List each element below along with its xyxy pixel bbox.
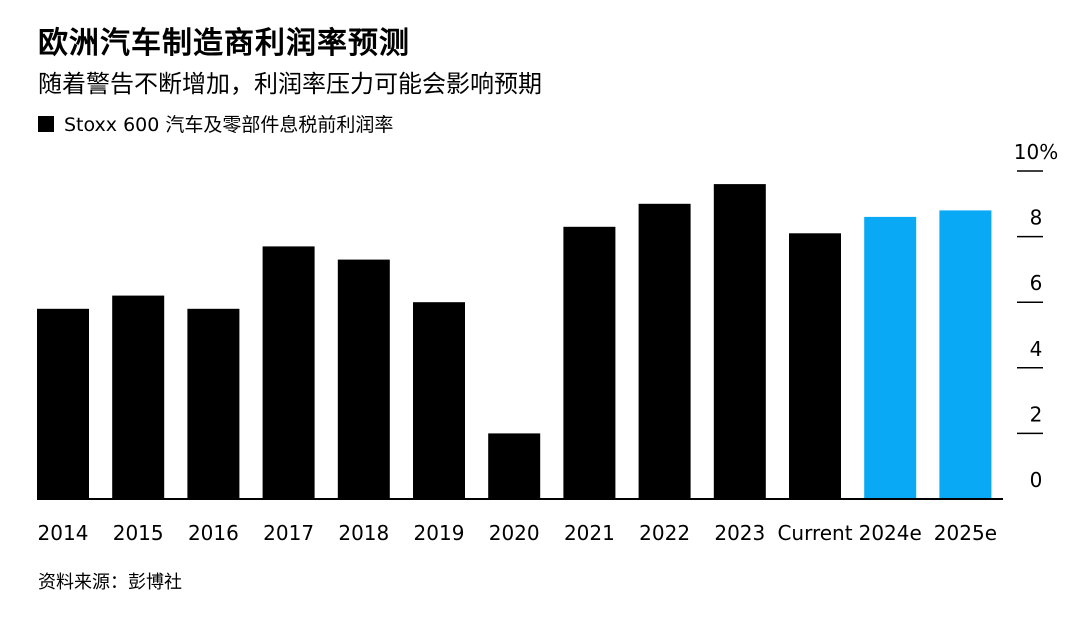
x-tick-label: 2019 <box>414 521 465 545</box>
bar-current <box>789 233 841 500</box>
bar-2019 <box>413 302 465 499</box>
y-tick-label: 0 <box>1030 468 1043 492</box>
y-tick-label: 6 <box>1030 271 1043 295</box>
bar-2021 <box>563 226 616 500</box>
x-tick-label: 2015 <box>113 521 164 545</box>
bar-2018 <box>337 259 390 499</box>
chart-subtitle: 随着警告不断增加，利润率压力可能会影响预期 <box>38 70 542 98</box>
bar-2025e <box>939 210 992 499</box>
x-tick-label: 2021 <box>564 521 615 545</box>
legend-label: Stoxx 600 汽车及零部件息税前利润率 <box>64 114 394 136</box>
x-tick-label: Current <box>777 521 852 545</box>
x-tick-label: 2014 <box>38 521 89 545</box>
source-note: 资料来源：彭博社 <box>38 572 182 593</box>
bar-2022 <box>638 203 691 500</box>
x-tick-labels: 2014 2015 2016 2017 2018 2019 2020 2021 2022 2023… <box>38 521 997 545</box>
y-tick-label: 8 <box>1030 206 1043 230</box>
bar-2015 <box>112 295 165 499</box>
x-tick-label: 2020 <box>489 521 540 545</box>
y-axis: 0 2 4 6 8 10% <box>1014 140 1058 492</box>
bar-2014 <box>37 308 89 499</box>
y-tick-label: 10% <box>1014 140 1058 164</box>
legend: Stoxx 600 汽车及零部件息税前利润率 <box>38 110 393 137</box>
legend-swatch <box>38 115 54 132</box>
x-tick-label: 2024e <box>859 521 922 545</box>
bar-2020 <box>488 433 541 499</box>
bar-2017 <box>262 246 315 499</box>
bars-group <box>37 184 992 500</box>
x-tick-label: 2022 <box>639 521 690 545</box>
x-tick-label: 2023 <box>714 521 765 545</box>
x-tick-label: 2016 <box>188 521 239 545</box>
bar-2016 <box>187 308 240 499</box>
y-tick-label: 4 <box>1030 337 1043 361</box>
x-tick-label: 2017 <box>263 521 314 545</box>
x-tick-label: 2018 <box>338 521 389 545</box>
chart-title: 欧洲汽车制造商利润率预测 <box>38 26 410 61</box>
bar-2024e <box>864 216 917 499</box>
x-tick-label: 2025e <box>934 521 997 545</box>
bar-2023 <box>713 184 766 499</box>
y-tick-label: 2 <box>1030 402 1043 426</box>
